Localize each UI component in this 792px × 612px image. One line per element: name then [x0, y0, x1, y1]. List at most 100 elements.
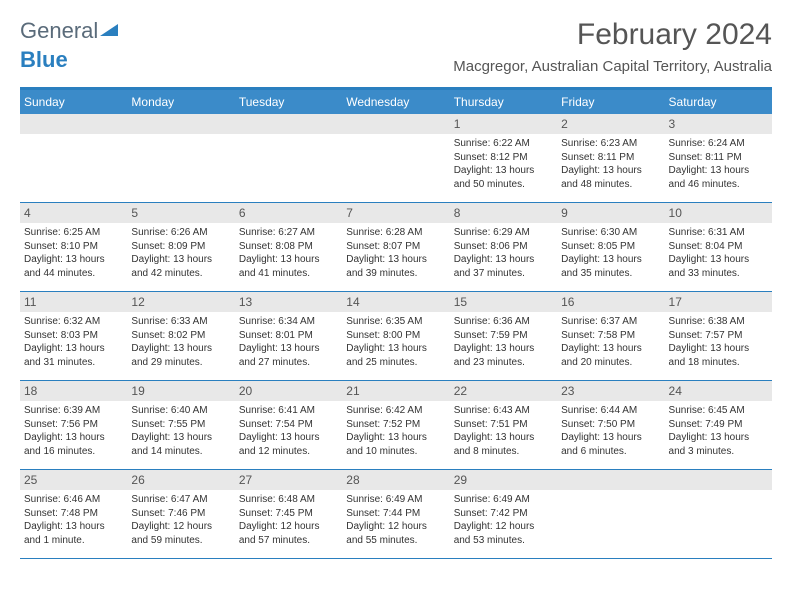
sunrise-text: Sunrise: 6:36 AM — [454, 315, 553, 329]
sunset-text: Sunset: 8:10 PM — [24, 240, 123, 254]
daylight-text: Daylight: 13 hours and 14 minutes. — [131, 431, 230, 458]
sunrise-text: Sunrise: 6:42 AM — [346, 404, 445, 418]
day-header: Wednesday — [342, 90, 449, 114]
day-content: Sunrise: 6:41 AMSunset: 7:54 PMDaylight:… — [235, 401, 342, 461]
sunset-text: Sunset: 7:49 PM — [669, 418, 768, 432]
sunrise-text: Sunrise: 6:23 AM — [561, 137, 660, 151]
sunset-text: Sunset: 7:58 PM — [561, 329, 660, 343]
daylight-text: Daylight: 13 hours and 3 minutes. — [669, 431, 768, 458]
daylight-text: Daylight: 13 hours and 1 minute. — [24, 520, 123, 547]
logo-text-1: General — [20, 18, 98, 44]
sunrise-text: Sunrise: 6:28 AM — [346, 226, 445, 240]
day-content: Sunrise: 6:23 AMSunset: 8:11 PMDaylight:… — [557, 134, 664, 194]
day-content: Sunrise: 6:32 AMSunset: 8:03 PMDaylight:… — [20, 312, 127, 372]
day-number: 19 — [127, 381, 234, 401]
day-number: 26 — [127, 470, 234, 490]
empty-daynum — [557, 470, 664, 490]
sunset-text: Sunset: 8:09 PM — [131, 240, 230, 254]
sunrise-text: Sunrise: 6:41 AM — [239, 404, 338, 418]
empty-cell — [127, 114, 234, 202]
sunset-text: Sunset: 7:56 PM — [24, 418, 123, 432]
day-cell: 29Sunrise: 6:49 AMSunset: 7:42 PMDayligh… — [450, 470, 557, 558]
empty-cell — [665, 470, 772, 558]
sunrise-text: Sunrise: 6:29 AM — [454, 226, 553, 240]
sunset-text: Sunset: 7:55 PM — [131, 418, 230, 432]
day-content: Sunrise: 6:49 AMSunset: 7:42 PMDaylight:… — [450, 490, 557, 550]
sunset-text: Sunset: 8:06 PM — [454, 240, 553, 254]
empty-cell — [235, 114, 342, 202]
daylight-text: Daylight: 13 hours and 6 minutes. — [561, 431, 660, 458]
daylight-text: Daylight: 13 hours and 10 minutes. — [346, 431, 445, 458]
day-number: 8 — [450, 203, 557, 223]
day-content: Sunrise: 6:28 AMSunset: 8:07 PMDaylight:… — [342, 223, 449, 283]
sunset-text: Sunset: 8:07 PM — [346, 240, 445, 254]
sunrise-text: Sunrise: 6:49 AM — [454, 493, 553, 507]
day-number: 24 — [665, 381, 772, 401]
sunrise-text: Sunrise: 6:30 AM — [561, 226, 660, 240]
day-cell: 5Sunrise: 6:26 AMSunset: 8:09 PMDaylight… — [127, 203, 234, 291]
sunset-text: Sunset: 7:42 PM — [454, 507, 553, 521]
day-content: Sunrise: 6:34 AMSunset: 8:01 PMDaylight:… — [235, 312, 342, 372]
daylight-text: Daylight: 12 hours and 57 minutes. — [239, 520, 338, 547]
day-content: Sunrise: 6:36 AMSunset: 7:59 PMDaylight:… — [450, 312, 557, 372]
day-number: 7 — [342, 203, 449, 223]
week-row: 1Sunrise: 6:22 AMSunset: 8:12 PMDaylight… — [20, 114, 772, 203]
day-number: 28 — [342, 470, 449, 490]
day-number: 21 — [342, 381, 449, 401]
day-cell: 13Sunrise: 6:34 AMSunset: 8:01 PMDayligh… — [235, 292, 342, 380]
sunset-text: Sunset: 8:11 PM — [561, 151, 660, 165]
day-number: 10 — [665, 203, 772, 223]
day-content: Sunrise: 6:29 AMSunset: 8:06 PMDaylight:… — [450, 223, 557, 283]
day-number: 22 — [450, 381, 557, 401]
day-number: 20 — [235, 381, 342, 401]
day-number: 23 — [557, 381, 664, 401]
logo-triangle-icon — [100, 18, 120, 44]
sunrise-text: Sunrise: 6:24 AM — [669, 137, 768, 151]
sunset-text: Sunset: 8:01 PM — [239, 329, 338, 343]
day-cell: 24Sunrise: 6:45 AMSunset: 7:49 PMDayligh… — [665, 381, 772, 469]
day-number: 5 — [127, 203, 234, 223]
day-cell: 27Sunrise: 6:48 AMSunset: 7:45 PMDayligh… — [235, 470, 342, 558]
daylight-text: Daylight: 13 hours and 44 minutes. — [24, 253, 123, 280]
day-header-row: SundayMondayTuesdayWednesdayThursdayFrid… — [20, 90, 772, 114]
day-number: 27 — [235, 470, 342, 490]
sunset-text: Sunset: 7:45 PM — [239, 507, 338, 521]
sunrise-text: Sunrise: 6:45 AM — [669, 404, 768, 418]
day-number: 14 — [342, 292, 449, 312]
day-content: Sunrise: 6:48 AMSunset: 7:45 PMDaylight:… — [235, 490, 342, 550]
daylight-text: Daylight: 12 hours and 59 minutes. — [131, 520, 230, 547]
day-number: 13 — [235, 292, 342, 312]
daylight-text: Daylight: 13 hours and 35 minutes. — [561, 253, 660, 280]
day-content: Sunrise: 6:22 AMSunset: 8:12 PMDaylight:… — [450, 134, 557, 194]
day-cell: 4Sunrise: 6:25 AMSunset: 8:10 PMDaylight… — [20, 203, 127, 291]
day-content: Sunrise: 6:37 AMSunset: 7:58 PMDaylight:… — [557, 312, 664, 372]
sunrise-text: Sunrise: 6:35 AM — [346, 315, 445, 329]
day-content: Sunrise: 6:43 AMSunset: 7:51 PMDaylight:… — [450, 401, 557, 461]
daylight-text: Daylight: 13 hours and 46 minutes. — [669, 164, 768, 191]
day-cell: 2Sunrise: 6:23 AMSunset: 8:11 PMDaylight… — [557, 114, 664, 202]
day-cell: 23Sunrise: 6:44 AMSunset: 7:50 PMDayligh… — [557, 381, 664, 469]
day-number: 1 — [450, 114, 557, 134]
daylight-text: Daylight: 13 hours and 16 minutes. — [24, 431, 123, 458]
sunset-text: Sunset: 8:11 PM — [669, 151, 768, 165]
day-cell: 25Sunrise: 6:46 AMSunset: 7:48 PMDayligh… — [20, 470, 127, 558]
daylight-text: Daylight: 13 hours and 8 minutes. — [454, 431, 553, 458]
empty-cell — [20, 114, 127, 202]
empty-daynum — [342, 114, 449, 134]
week-row: 11Sunrise: 6:32 AMSunset: 8:03 PMDayligh… — [20, 292, 772, 381]
day-content: Sunrise: 6:26 AMSunset: 8:09 PMDaylight:… — [127, 223, 234, 283]
daylight-text: Daylight: 13 hours and 25 minutes. — [346, 342, 445, 369]
day-number: 16 — [557, 292, 664, 312]
day-cell: 8Sunrise: 6:29 AMSunset: 8:06 PMDaylight… — [450, 203, 557, 291]
sunset-text: Sunset: 7:48 PM — [24, 507, 123, 521]
daylight-text: Daylight: 13 hours and 31 minutes. — [24, 342, 123, 369]
day-content: Sunrise: 6:45 AMSunset: 7:49 PMDaylight:… — [665, 401, 772, 461]
day-cell: 26Sunrise: 6:47 AMSunset: 7:46 PMDayligh… — [127, 470, 234, 558]
day-cell: 3Sunrise: 6:24 AMSunset: 8:11 PMDaylight… — [665, 114, 772, 202]
daylight-text: Daylight: 13 hours and 39 minutes. — [346, 253, 445, 280]
sunrise-text: Sunrise: 6:27 AM — [239, 226, 338, 240]
sunset-text: Sunset: 7:57 PM — [669, 329, 768, 343]
day-content: Sunrise: 6:25 AMSunset: 8:10 PMDaylight:… — [20, 223, 127, 283]
daylight-text: Daylight: 13 hours and 20 minutes. — [561, 342, 660, 369]
day-number: 17 — [665, 292, 772, 312]
